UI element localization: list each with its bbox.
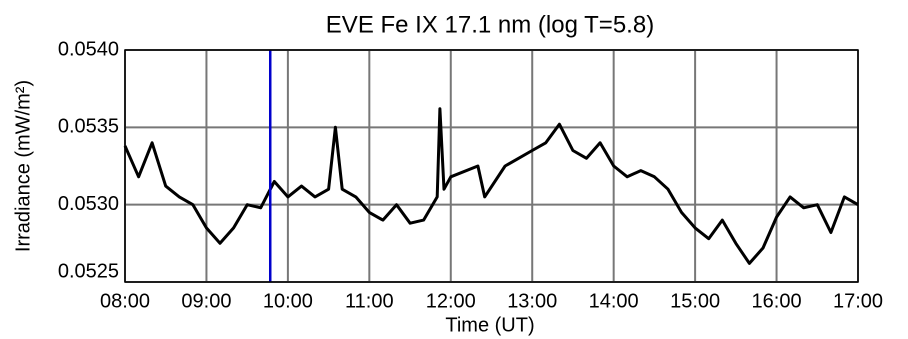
- y-axis-label: Irradiance (mW/m²): [12, 80, 34, 252]
- x-tick-label: 11:00: [345, 290, 394, 312]
- x-tick-label: 13:00: [507, 290, 557, 312]
- data-line: [123, 107, 859, 265]
- y-tick-label: 0.0535: [58, 116, 119, 138]
- x-tick-label: 08:00: [100, 290, 150, 312]
- x-tick-label: 12:00: [426, 290, 476, 312]
- y-tick-label: 0.0540: [58, 38, 119, 60]
- x-tick-label: 14:00: [589, 290, 639, 312]
- y-tick-label: 0.0525: [58, 260, 119, 282]
- x-tick-label: 17:00: [833, 290, 883, 312]
- x-tick-label: 16:00: [752, 290, 802, 312]
- x-axis-label: Time (UT): [445, 314, 534, 336]
- plot-frame: [124, 49, 859, 283]
- x-tick-label: 09:00: [181, 290, 231, 312]
- x-tick-label: 10:00: [263, 290, 313, 312]
- chart-title: EVE Fe IX 17.1 nm (log T=5.8): [326, 11, 654, 38]
- x-tick-label: 15:00: [670, 290, 720, 312]
- y-tick-label: 0.0530: [58, 193, 119, 215]
